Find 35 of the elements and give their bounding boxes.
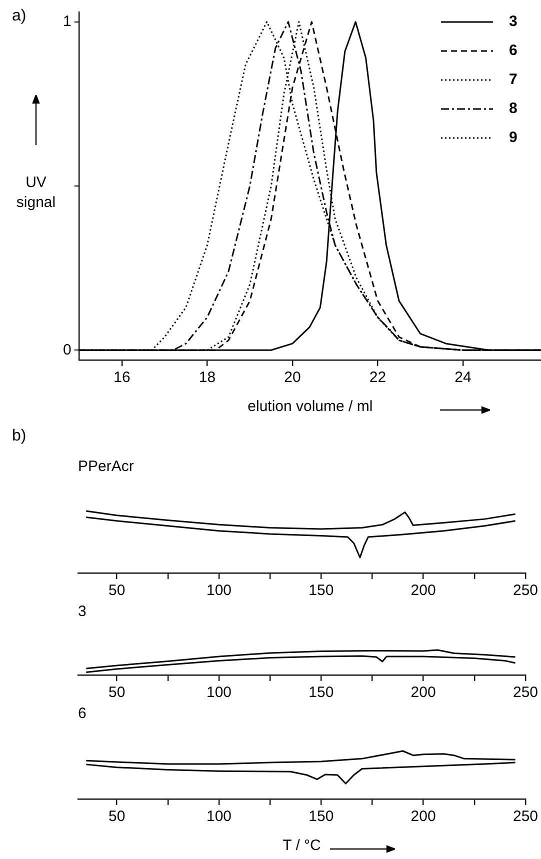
text: a) [12, 7, 26, 24]
chart-title: PPerAcr [78, 458, 134, 476]
legend-label: 6 [509, 42, 518, 60]
x-tick-label: 100 [206, 582, 232, 600]
x-tick-label: 18 [198, 369, 216, 386]
x-tick-label: 200 [410, 684, 436, 702]
x-tick-label: 250 [512, 808, 538, 826]
y-axis-title: UV signal [16, 174, 56, 212]
chart-title: 6 [78, 705, 86, 722]
x-tick-label: 200 [410, 582, 436, 600]
legend-label: 9 [509, 129, 518, 146]
x-tick-label: 250 [512, 582, 538, 600]
chart-title: 3 [78, 603, 86, 620]
x-tick-label: 150 [308, 684, 334, 702]
legend-label: 8 [509, 100, 518, 118]
x-tick-label: 100 [206, 808, 232, 826]
x-tick-label: 22 [369, 369, 386, 386]
legend-label: 7 [509, 71, 518, 88]
x-tick-label: 150 [308, 582, 334, 600]
y-tick-label: 1 [63, 12, 72, 30]
x-tick-label: 50 [108, 582, 126, 600]
x-tick-label: 20 [284, 369, 301, 386]
x-axis-title: elution volume / ml [248, 398, 373, 416]
x-axis-title: T / °C [282, 837, 322, 854]
y-tick-label: 0 [63, 341, 72, 358]
x-tick-label: 24 [454, 369, 472, 386]
x-tick-label: 200 [410, 808, 436, 826]
x-tick-label: 16 [114, 369, 130, 386]
legend-label: 3 [509, 13, 518, 30]
x-tick-label: 250 [512, 684, 538, 702]
x-tick-label: 50 [108, 684, 126, 702]
text: b) [12, 427, 26, 444]
x-tick-label: 50 [108, 808, 126, 826]
x-tick-label: 150 [308, 808, 334, 826]
x-tick-label: 100 [206, 684, 232, 702]
